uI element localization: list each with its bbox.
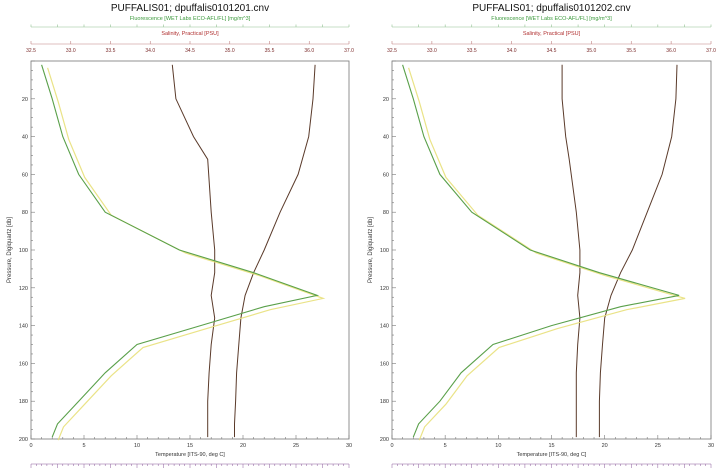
y-tick-label: 100 xyxy=(19,248,28,254)
x-tick-label: 10 xyxy=(134,443,140,449)
salinity-tick-label: 37.0 xyxy=(344,48,354,54)
y-tick-label: 160 xyxy=(380,361,389,367)
chart-title: PUFFALIS01; dpuffalis0101201.cnv xyxy=(111,3,269,14)
x-tick-label: 20 xyxy=(240,443,246,449)
salinity-tick-label: 35.0 xyxy=(587,48,597,54)
y-tick-label: 80 xyxy=(383,210,389,216)
salinity-tick-label: 36.0 xyxy=(304,48,314,54)
fluorescence-line xyxy=(41,64,320,438)
fluorescence-line xyxy=(402,64,680,438)
temperature-line xyxy=(598,64,678,438)
x-tick-label: 0 xyxy=(29,443,32,449)
fluorescence-secondary-trace xyxy=(47,67,326,441)
chart-title: PUFFALIS01; dpuffalis0101202.cnv xyxy=(472,3,630,14)
ctd-profile-panel-1: PUFFALIS01; dpuffalis0101201.cnv Fluoresc… xyxy=(7,3,354,468)
salinity-tick-label: 32.5 xyxy=(26,48,36,54)
y-tick-label: 200 xyxy=(380,437,389,443)
fluorescence-axis-label: Fluorescence [WET Labs ECO-AFL/FL] [mg/m… xyxy=(130,16,251,22)
x-tick-label: 30 xyxy=(346,443,352,449)
salinity-axis-label: Salinity, Practical [PSU] xyxy=(161,31,219,37)
x-tick-label: 25 xyxy=(293,443,299,449)
fluorescence-secondary-trace xyxy=(408,67,686,441)
x-axis-title: Temperature [ITS-90, deg C] xyxy=(517,452,587,458)
ctd-profile-panel-2: PUFFALIS01; dpuffalis0101202.cnv Fluoresc… xyxy=(368,3,716,468)
salinity-tick-label: 32.5 xyxy=(387,48,397,54)
y-tick-label: 180 xyxy=(19,399,28,405)
salinity-line xyxy=(561,64,581,438)
y-tick-label: 120 xyxy=(380,286,389,292)
salinity-tick-label: 33.5 xyxy=(467,48,477,54)
salinity-tick-label: 33.0 xyxy=(66,48,76,54)
y-tick-label: 140 xyxy=(19,324,28,330)
x-tick-label: 5 xyxy=(82,443,85,449)
y-tick-label: 60 xyxy=(383,172,389,178)
x-tick-label: 10 xyxy=(495,443,501,449)
x-tick-label: 0 xyxy=(390,443,393,449)
y-axis-title: Pressure, Digiquartz [db] xyxy=(7,217,13,283)
y-tick-label: 140 xyxy=(380,324,389,330)
x-tick-label: 30 xyxy=(708,443,714,449)
temperature-line xyxy=(234,64,316,438)
plot-area xyxy=(30,60,350,440)
salinity-tick-label: 34.5 xyxy=(547,48,557,54)
fluorescence-axis-label: Fluorescence [WET Labs ECO-AFL/FL] [mg/m… xyxy=(491,16,612,22)
y-tick-label: 120 xyxy=(19,286,28,292)
x-tick-label: 5 xyxy=(444,443,447,449)
y-tick-label: 160 xyxy=(19,361,28,367)
salinity-line xyxy=(171,64,216,438)
salinity-tick-label: 33.0 xyxy=(427,48,437,54)
salinity-tick-label: 34.0 xyxy=(145,48,155,54)
x-tick-label: 15 xyxy=(187,443,193,449)
y-tick-label: 180 xyxy=(380,399,389,405)
y-tick-label: 20 xyxy=(383,97,389,103)
salinity-tick-label: 36.0 xyxy=(666,48,676,54)
y-tick-label: 80 xyxy=(22,210,28,216)
plot-area xyxy=(391,60,712,440)
salinity-tick-label: 35.5 xyxy=(626,48,636,54)
salinity-tick-label: 34.5 xyxy=(185,48,195,54)
y-tick-label: 20 xyxy=(22,97,28,103)
salinity-axis-label: Salinity, Practical [PSU] xyxy=(523,31,581,37)
y-tick-label: 100 xyxy=(380,248,389,254)
x-tick-label: 25 xyxy=(655,443,661,449)
y-axis-title: Pressure, Digiquartz [db] xyxy=(368,217,374,283)
y-tick-label: 200 xyxy=(19,437,28,443)
salinity-tick-label: 37.0 xyxy=(706,48,716,54)
x-tick-label: 20 xyxy=(602,443,608,449)
salinity-tick-label: 34.0 xyxy=(507,48,517,54)
y-tick-label: 40 xyxy=(383,135,389,141)
x-axis-title: Temperature [ITS-90, deg C] xyxy=(155,452,225,458)
x-tick-label: 15 xyxy=(548,443,554,449)
y-tick-label: 40 xyxy=(22,135,28,141)
salinity-tick-label: 35.5 xyxy=(265,48,275,54)
salinity-tick-label: 35.0 xyxy=(225,48,235,54)
salinity-tick-label: 33.5 xyxy=(106,48,116,54)
y-tick-label: 60 xyxy=(22,172,28,178)
